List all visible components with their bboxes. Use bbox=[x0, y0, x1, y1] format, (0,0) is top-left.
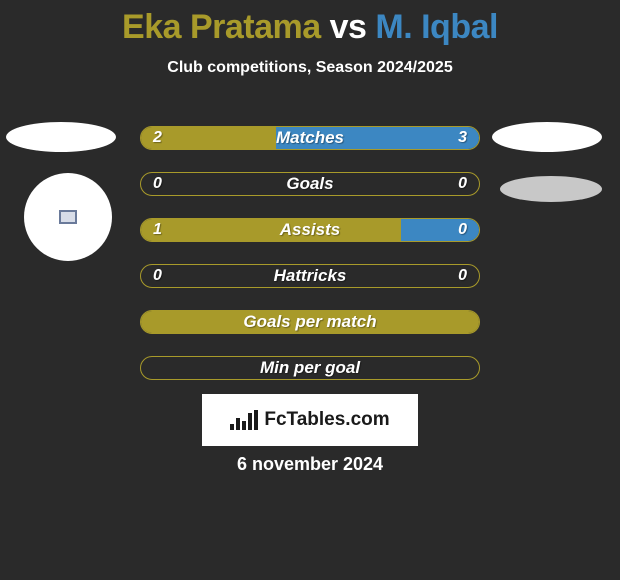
vs-text: vs bbox=[321, 8, 376, 46]
stat-bar: 10Assists bbox=[140, 218, 480, 242]
bar-label: Hattricks bbox=[141, 265, 479, 287]
bar-label: Goals per match bbox=[141, 311, 479, 333]
stat-bar: 00Goals bbox=[140, 172, 480, 196]
player1-name: Eka Pratama bbox=[122, 8, 321, 46]
stat-bar: 00Hattricks bbox=[140, 264, 480, 288]
player1-avatar-circle bbox=[24, 173, 112, 261]
stat-bar: 23Matches bbox=[140, 126, 480, 150]
date-line: 6 november 2024 bbox=[0, 454, 620, 475]
avatar-placeholder-icon bbox=[59, 210, 77, 224]
logo-text: FcTables.com bbox=[264, 409, 389, 431]
player1-avatar-ellipse bbox=[6, 122, 116, 152]
bar-label: Assists bbox=[141, 219, 479, 241]
bar-label: Matches bbox=[141, 127, 479, 149]
stat-bar: Goals per match bbox=[140, 310, 480, 334]
player2-avatar-ellipse-top bbox=[492, 122, 602, 152]
comparison-bars: 23Matches 00Goals 10Assists 00Hattricks Goal… bbox=[140, 126, 480, 402]
bar-label: Min per goal bbox=[141, 357, 479, 379]
bar-label: Goals bbox=[141, 173, 479, 195]
page-title: Eka Pratama vs M. Iqbal bbox=[0, 0, 620, 47]
player2-name: M. Iqbal bbox=[375, 8, 498, 46]
stat-bar: Min per goal bbox=[140, 356, 480, 380]
subtitle: Club competitions, Season 2024/2025 bbox=[0, 59, 620, 77]
bar-chart-icon bbox=[230, 410, 258, 430]
fctables-logo: FcTables.com bbox=[202, 394, 418, 446]
player2-avatar-ellipse-bottom bbox=[500, 176, 602, 202]
